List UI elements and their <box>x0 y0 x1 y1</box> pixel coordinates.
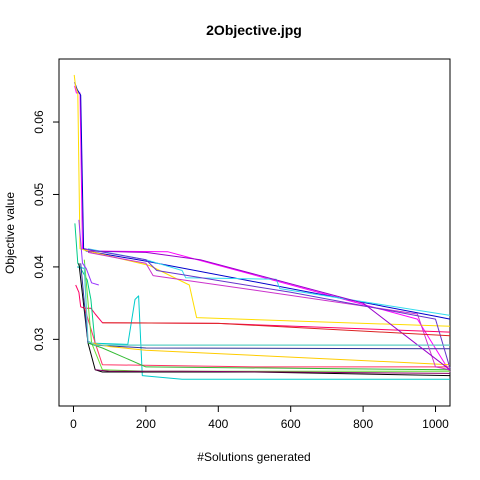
x-tick-label: 1000 <box>422 417 449 431</box>
x-tick-label: 600 <box>281 417 301 431</box>
series-line-10 <box>83 306 450 368</box>
y-axis-ticks: 0.03 0.04 0.05 0.06 <box>32 110 59 351</box>
series-line-17 <box>102 322 451 337</box>
x-tick-label: 0 <box>70 417 77 431</box>
plot-frame <box>58 58 451 407</box>
chart-title: 2Objective.jpg <box>206 22 302 38</box>
x-tick-label: 200 <box>136 417 156 431</box>
series-line-20 <box>78 219 99 286</box>
series-line-11 <box>83 259 450 372</box>
y-tick-label: 0.04 <box>32 255 46 279</box>
series-line-15 <box>87 250 451 371</box>
x-axis-ticks: 0 200 400 600 800 1000 <box>70 406 449 431</box>
x-axis-label: #Solutions generated <box>197 450 310 464</box>
series-layer <box>73 74 451 380</box>
y-tick-label: 0.06 <box>32 110 46 134</box>
series-line-14 <box>87 251 451 371</box>
series-line-19 <box>95 369 451 374</box>
series-line-18 <box>83 263 450 346</box>
x-tick-label: 800 <box>353 417 373 431</box>
y-tick-label: 0.05 <box>32 182 46 206</box>
x-tick-label: 400 <box>208 417 228 431</box>
y-tick-label: 0.03 <box>32 327 46 351</box>
y-axis-label: Objective value <box>3 192 17 274</box>
series-line-16 <box>84 248 451 369</box>
